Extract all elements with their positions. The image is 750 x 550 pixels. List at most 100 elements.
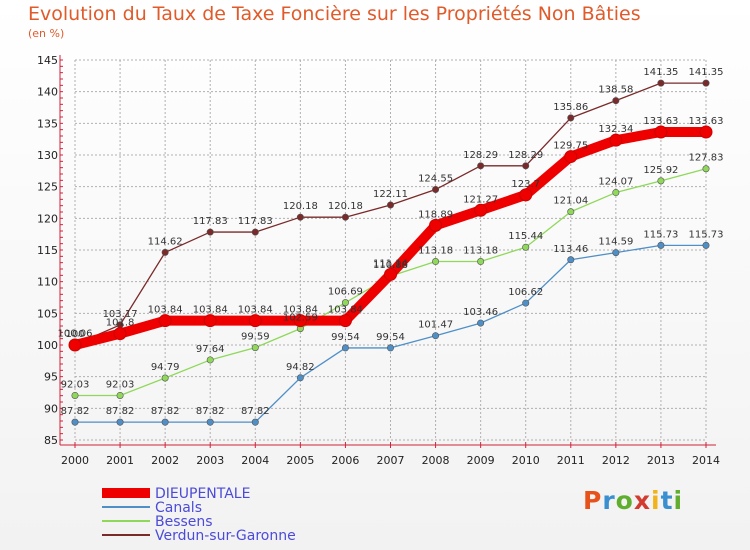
x-tick-label: 2007 <box>377 454 405 467</box>
x-axis: 2000 2001 2002 2003 2004 2005 2006 2007 2008 2009… <box>60 442 720 467</box>
y-tick-label: 110 <box>37 276 58 289</box>
data-point-verdun-sur-garonne <box>657 79 665 87</box>
data-point-canals <box>71 418 79 426</box>
data-label-canals: 99.54 <box>376 332 405 343</box>
data-point-bessens <box>116 391 124 399</box>
legend-label-dieupentale: DIEUPENTALE <box>155 486 250 502</box>
data-label-canals: 113.46 <box>553 244 588 255</box>
data-point-dieupentale <box>429 218 443 232</box>
y-tick-label: 140 <box>37 86 58 99</box>
data-label-canals: 87.82 <box>61 406 90 417</box>
data-point-bessens <box>432 258 440 266</box>
data-label-verdun-sur-garonne: 124.55 <box>418 174 453 185</box>
y-tick-label: 145 <box>37 54 58 67</box>
x-tick-label: 2002 <box>151 454 179 467</box>
data-label-verdun-sur-garonne: 103.17 <box>103 309 138 320</box>
data-label-canals: 115.73 <box>643 229 678 240</box>
data-point-verdun-sur-garonne <box>612 97 620 105</box>
data-label-bessens: 127.83 <box>689 153 724 164</box>
data-point-verdun-sur-garonne <box>386 201 394 209</box>
data-point-dieupentale <box>203 314 217 328</box>
data-label-dieupentale: 103.84 <box>328 305 363 316</box>
data-point-canals <box>116 418 124 426</box>
data-point-verdun-sur-garonne <box>296 213 304 221</box>
x-tick-label: 2004 <box>241 454 269 467</box>
data-point-verdun-sur-garonne <box>251 228 259 236</box>
data-label-dieupentale: 103.84 <box>238 305 273 316</box>
data-point-dieupentale <box>564 150 578 164</box>
data-point-verdun-sur-garonne <box>432 186 440 194</box>
data-point-canals <box>702 241 710 249</box>
data-point-bessens <box>251 344 259 352</box>
data-point-dieupentale <box>338 314 352 328</box>
y-tick-label: 100 <box>37 339 58 352</box>
data-label-dieupentale: 100 <box>65 329 84 340</box>
data-label-verdun-sur-garonne: 117.83 <box>238 216 273 227</box>
data-label-verdun-sur-garonne: 120.18 <box>283 201 318 212</box>
data-label-bessens: 94.79 <box>151 362 180 373</box>
data-label-canals: 87.82 <box>241 406 270 417</box>
data-label-canals: 106.62 <box>508 287 543 298</box>
logo-letter: P <box>583 486 603 515</box>
data-label-verdun-sur-garonne: 114.62 <box>148 236 183 247</box>
x-tick-label: 2010 <box>512 454 540 467</box>
data-point-dieupentale <box>609 133 623 147</box>
y-tick-label: 90 <box>44 402 58 415</box>
y-tick-label: 135 <box>37 117 58 130</box>
data-label-canals: 87.82 <box>106 406 135 417</box>
data-label-canals: 103.46 <box>463 307 498 318</box>
x-tick-label: 2008 <box>422 454 450 467</box>
data-point-canals <box>612 249 620 257</box>
proxiti-logo: Proxiti <box>583 486 683 515</box>
data-label-dieupentale: 133.63 <box>689 116 724 127</box>
x-tick-label: 2000 <box>61 454 89 467</box>
data-point-canals <box>657 241 665 249</box>
data-point-dieupentale <box>248 314 262 328</box>
data-label-verdun-sur-garonne: 122.11 <box>373 189 408 200</box>
data-label-canals: 114.59 <box>598 237 633 248</box>
y-axis: 85 90 95 100 105 110 115 120 125 130 135 140 145 <box>37 54 63 447</box>
data-point-bessens <box>161 374 169 382</box>
data-label-verdun-sur-garonne: 138.58 <box>598 85 633 96</box>
data-point-canals <box>251 418 259 426</box>
data-label-canals: 101.47 <box>418 320 453 331</box>
data-point-dieupentale <box>474 203 488 217</box>
data-label-verdun-sur-garonne: 120.18 <box>328 201 363 212</box>
data-label-bessens: 106.69 <box>328 287 363 298</box>
data-point-canals <box>477 319 485 327</box>
x-tick-label: 2003 <box>196 454 224 467</box>
data-point-canals <box>432 332 440 340</box>
x-tick-label: 2009 <box>467 454 495 467</box>
data-label-verdun-sur-garonne: 100.06 <box>58 329 93 340</box>
data-point-bessens <box>71 391 79 399</box>
x-tick-label: 2006 <box>331 454 359 467</box>
data-point-canals <box>341 344 349 352</box>
x-tick-label: 2005 <box>286 454 314 467</box>
logo-letter: o <box>615 486 634 515</box>
data-label-bessens: 115.44 <box>508 231 543 242</box>
legend: DIEUPENTALECanalsBessensVerdun-sur-Garon… <box>102 486 296 544</box>
data-label-canals: 94.82 <box>286 362 315 373</box>
data-label-bessens: 92.03 <box>106 379 135 390</box>
data-point-canals <box>386 344 394 352</box>
data-point-canals <box>522 299 530 307</box>
data-point-dieupentale <box>113 327 127 341</box>
y-tick-label: 125 <box>37 181 58 194</box>
x-tick-label: 2001 <box>106 454 134 467</box>
data-point-dieupentale <box>68 338 82 352</box>
data-label-bessens: 99.59 <box>241 332 270 343</box>
data-label-verdun-sur-garonne: 141.35 <box>643 67 678 78</box>
data-label-dieupentale: 133.63 <box>643 116 678 127</box>
logo-letter: r <box>602 486 616 515</box>
data-point-canals <box>206 418 214 426</box>
data-label-dieupentale: 103.84 <box>193 305 228 316</box>
data-point-bessens <box>567 208 575 216</box>
data-point-bessens <box>702 165 710 173</box>
logo-letter: x <box>633 486 651 515</box>
data-label-dieupentale: 103.84 <box>148 305 183 316</box>
data-label-dieupentale: 103.84 <box>283 305 318 316</box>
data-label-verdun-sur-garonne: 128.29 <box>463 150 498 161</box>
data-label-dieupentale: 132.34 <box>598 124 633 135</box>
data-point-bessens <box>612 189 620 197</box>
chart-title: Evolution du Taux de Taxe Foncière sur l… <box>28 3 641 25</box>
